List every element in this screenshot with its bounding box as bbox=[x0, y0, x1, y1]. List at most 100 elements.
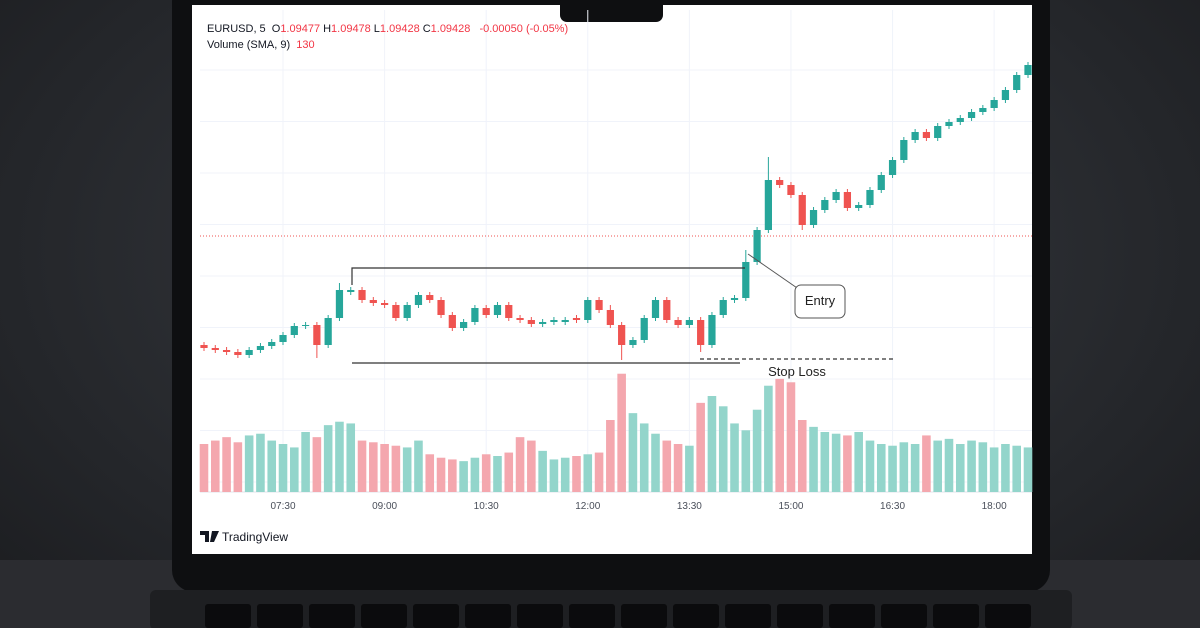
candle-body bbox=[313, 325, 321, 345]
volume-bar bbox=[538, 450, 547, 492]
entry-box bbox=[794, 284, 846, 319]
candle-body bbox=[369, 300, 377, 303]
candle-body bbox=[1013, 75, 1021, 90]
volume-bar bbox=[346, 423, 356, 492]
candle-body bbox=[245, 350, 253, 355]
entry-label: Entry bbox=[805, 293, 836, 308]
volume-bar bbox=[786, 382, 796, 492]
candle-body bbox=[471, 308, 479, 322]
volume-bar bbox=[628, 413, 638, 492]
candle-body bbox=[776, 180, 784, 185]
volume-bar bbox=[797, 420, 807, 492]
ohlc-value: 1.09477 bbox=[280, 23, 321, 35]
volume-bar bbox=[989, 447, 999, 492]
candle-body bbox=[595, 300, 603, 310]
candle-body bbox=[764, 180, 772, 230]
volume-bar bbox=[1023, 447, 1033, 492]
volume-bar bbox=[335, 421, 344, 492]
keyboard bbox=[205, 604, 1031, 628]
volume-bar bbox=[820, 432, 830, 492]
key bbox=[361, 604, 407, 628]
entry-pointer bbox=[747, 253, 801, 291]
volume-bar bbox=[910, 444, 920, 492]
candle-body bbox=[460, 322, 468, 328]
volume-bar bbox=[481, 454, 491, 492]
volume-bar bbox=[764, 385, 773, 492]
key bbox=[205, 604, 251, 628]
candle-body bbox=[651, 300, 660, 318]
key bbox=[413, 604, 459, 628]
candle-body bbox=[685, 320, 693, 325]
volume-legend: Volume (SMA, 9) 130 bbox=[207, 37, 571, 53]
volume-bar bbox=[572, 456, 581, 492]
candle-body bbox=[268, 342, 276, 346]
volume-bar bbox=[515, 437, 525, 492]
candle-body bbox=[211, 348, 219, 350]
candle-body bbox=[697, 320, 705, 345]
volume-bar bbox=[493, 456, 502, 492]
volume-bar bbox=[696, 402, 705, 492]
candle-body bbox=[618, 325, 626, 345]
volume-bar bbox=[933, 440, 942, 492]
volume-bar bbox=[594, 452, 604, 492]
x-tick-label: 15:00 bbox=[778, 501, 803, 512]
candle-body bbox=[550, 320, 558, 322]
key bbox=[257, 604, 303, 628]
candle-body bbox=[855, 205, 863, 208]
candle-body bbox=[990, 100, 998, 108]
volume-bar bbox=[899, 442, 909, 492]
volume-bar bbox=[922, 435, 931, 492]
ohlc-value: 1.09478 bbox=[331, 23, 371, 35]
stop-loss-label: Stop Loss bbox=[768, 364, 826, 379]
candle-body bbox=[256, 346, 265, 350]
volume-bar bbox=[312, 437, 322, 492]
volume-bar bbox=[685, 445, 694, 492]
volume-bar bbox=[448, 459, 457, 492]
key bbox=[517, 604, 563, 628]
volume-bar bbox=[504, 452, 514, 492]
volume-bar bbox=[730, 423, 739, 492]
ohlc-label: C bbox=[422, 23, 431, 35]
candle-body bbox=[279, 335, 287, 342]
volume-bar bbox=[944, 438, 954, 492]
candle-body bbox=[584, 300, 592, 320]
ohlc-label: H bbox=[323, 23, 332, 35]
change: -0.00050 (-0.05%) bbox=[479, 23, 569, 35]
volume-bar bbox=[741, 430, 751, 492]
volume-bar bbox=[222, 437, 231, 492]
volume-bar bbox=[470, 457, 480, 492]
key bbox=[725, 604, 771, 628]
candle-body bbox=[640, 318, 648, 340]
candle-body bbox=[753, 230, 761, 262]
candle-body bbox=[561, 320, 569, 322]
candle-body bbox=[708, 315, 716, 345]
volume-bar bbox=[662, 440, 672, 492]
volume-bar bbox=[560, 457, 570, 492]
volume-value: 130 bbox=[296, 39, 315, 51]
volume-bar bbox=[549, 459, 559, 492]
key bbox=[673, 604, 719, 628]
key bbox=[309, 604, 355, 628]
volume-bar bbox=[256, 433, 265, 492]
volume-bar bbox=[414, 440, 423, 492]
candle-body bbox=[358, 290, 366, 300]
x-tick-label: 07:30 bbox=[270, 501, 295, 512]
range-top bbox=[351, 267, 745, 285]
volume-bar bbox=[967, 440, 976, 492]
candle-body bbox=[482, 308, 490, 315]
volume-bar bbox=[831, 433, 841, 492]
candle-body bbox=[234, 352, 242, 355]
candle-body bbox=[719, 300, 727, 315]
volume-bar bbox=[1012, 445, 1022, 492]
volume-bar bbox=[888, 445, 897, 492]
candle-body bbox=[426, 295, 434, 300]
ohlc-value: 1.09428 bbox=[430, 23, 471, 35]
candle-body bbox=[380, 303, 389, 305]
ohlc-fields: O1.09477 H1.09478 L1.09428 C1.09428 bbox=[272, 23, 474, 35]
candle-body bbox=[832, 192, 840, 200]
x-tick-label: 09:00 bbox=[372, 501, 397, 512]
key bbox=[569, 604, 615, 628]
volume-bar bbox=[651, 433, 660, 492]
